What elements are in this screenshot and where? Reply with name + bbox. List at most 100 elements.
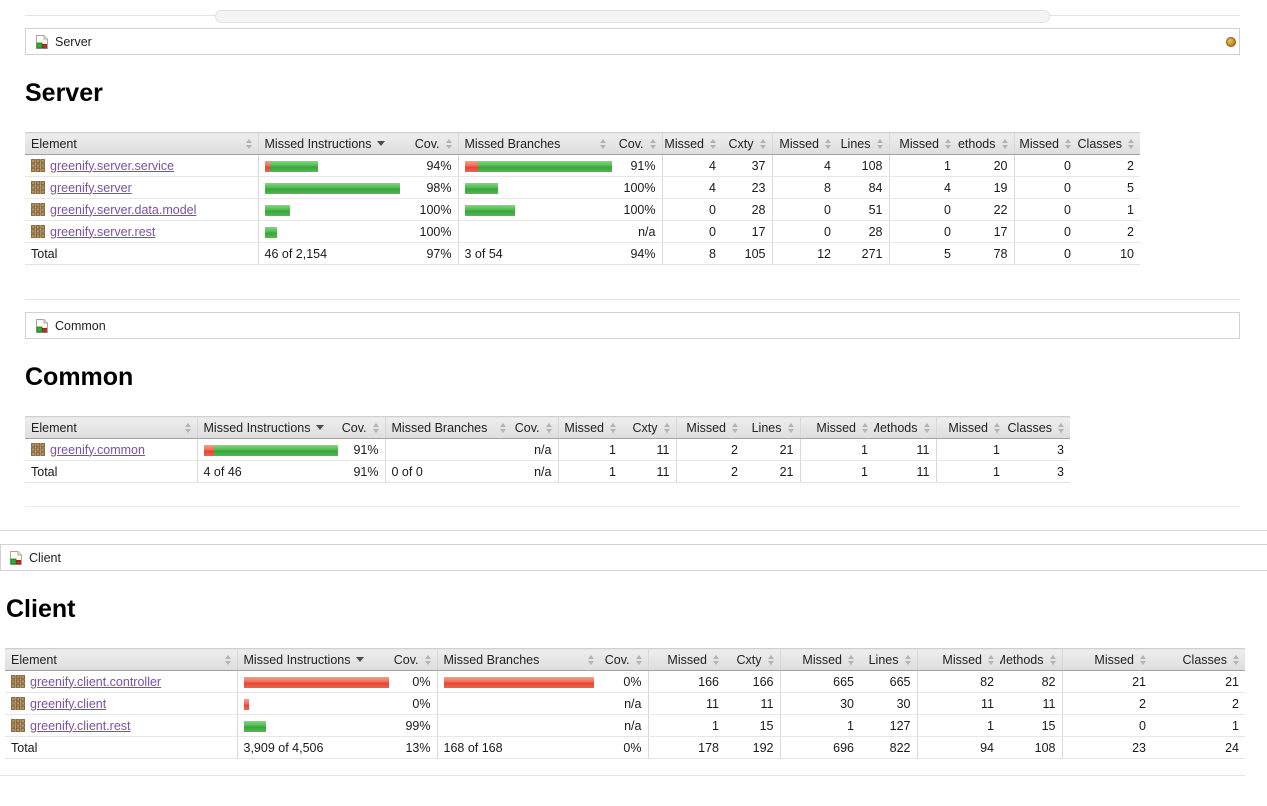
session-clock-icon[interactable]	[1226, 37, 1236, 47]
instructions-coverage-cell: 94%	[400, 154, 458, 177]
column-header-missed[interactable]: Missed	[557, 416, 622, 439]
total-instructions-cell: 4 of 46	[196, 460, 338, 483]
total-metric-cell: 192	[725, 736, 780, 759]
column-header-lines[interactable]: Lines	[744, 416, 800, 439]
column-header-cov-[interactable]: Cov.	[338, 416, 385, 439]
column-header-missed-branches[interactable]: Missed Branches	[457, 132, 612, 155]
column-header-missed-branches[interactable]: Missed Branches	[436, 648, 600, 671]
package-link[interactable]: greenify.common	[50, 442, 145, 457]
total-metric-cell: 0	[1013, 242, 1077, 265]
column-header-label: Element	[11, 652, 57, 667]
metric-cell: 11	[647, 692, 725, 715]
metric-cell: 0	[1013, 220, 1077, 243]
column-header-label: Cov.	[604, 652, 630, 667]
column-header-missed-instructions[interactable]: Missed Instructions	[257, 132, 400, 155]
column-header-missed[interactable]: Missed	[799, 416, 874, 439]
missed-bar	[243, 676, 389, 688]
package-link[interactable]: greenify.server	[50, 180, 132, 195]
column-header-methods[interactable]: Methods	[957, 132, 1014, 155]
column-header-missed[interactable]: Missed	[1013, 132, 1077, 155]
column-header-methods[interactable]: Methods	[1000, 648, 1062, 671]
package-link[interactable]: greenify.client	[30, 696, 107, 711]
column-header-element[interactable]: Element	[5, 648, 237, 671]
package-icon	[31, 442, 45, 456]
branches-bar-cell	[457, 220, 612, 243]
sort-desc-arrow-icon	[356, 657, 365, 662]
package-link[interactable]: greenify.client.controller	[30, 674, 162, 689]
column-header-missed[interactable]: Missed	[661, 132, 722, 155]
column-header-missed-branches[interactable]: Missed Branches	[384, 416, 512, 439]
table-row: greenify.client 0% n/a 11 11 30 30 11 11 2 2	[5, 692, 1245, 715]
instructions-coverage-cell: 0%	[390, 670, 437, 693]
column-header-missed[interactable]: Missed	[1061, 648, 1152, 671]
column-header-element[interactable]: Element	[25, 416, 197, 439]
page-title: Client	[6, 595, 76, 623]
branches-coverage-cell: n/a	[612, 220, 662, 243]
sort-arrows-icon	[767, 654, 774, 665]
sort-arrows-icon	[372, 422, 379, 433]
element-cell: greenify.client	[5, 692, 237, 715]
breadcrumb-label: Server	[55, 34, 92, 49]
column-header-missed-instructions[interactable]: Missed Instructions	[236, 648, 390, 671]
column-header-label: Classes	[1182, 652, 1227, 667]
column-header-missed-instructions[interactable]: Missed Instructions	[196, 416, 338, 439]
table-row: greenify.server.rest 100% n/a 0 17 0 28 0 17 0 2	[25, 220, 1140, 243]
column-header-classes[interactable]: Classes	[1006, 416, 1070, 439]
column-header-label: Classes	[1077, 136, 1122, 151]
sort-arrows-icon	[245, 138, 252, 149]
total-metric-cell: 94	[916, 736, 1000, 759]
package-icon	[31, 224, 45, 238]
metric-cell: 23	[722, 176, 772, 199]
column-header-label: Missed Branches	[464, 136, 561, 151]
metric-cell: 15	[1000, 714, 1062, 737]
column-header-element[interactable]: Element	[25, 132, 258, 155]
package-link[interactable]: greenify.server.service	[50, 158, 175, 173]
package-link[interactable]: greenify.server.rest	[50, 224, 156, 239]
missed-bar	[243, 698, 249, 710]
column-header-label: Missed	[1019, 136, 1059, 151]
column-header-cxty[interactable]: Cxty	[722, 132, 772, 155]
column-header-classes[interactable]: Classes	[1077, 132, 1140, 155]
branches-bar-cell	[436, 670, 600, 693]
column-header-cov-[interactable]: Cov.	[600, 648, 648, 671]
column-header-methods[interactable]: Methods	[874, 416, 936, 439]
total-metric-cell: 822	[860, 736, 917, 759]
column-header-cov-[interactable]: Cov.	[400, 132, 458, 155]
covered-bar	[464, 204, 515, 216]
column-header-lines[interactable]: Lines	[837, 132, 889, 155]
column-header-missed[interactable]: Missed	[935, 416, 1006, 439]
column-header-cov-[interactable]: Cov.	[612, 132, 662, 155]
column-header-label: Missed Instructions	[203, 420, 311, 435]
total-instructions-coverage-cell: 91%	[338, 460, 385, 483]
package-link[interactable]: greenify.client.rest	[30, 718, 131, 733]
column-header-classes[interactable]: Classes	[1152, 648, 1245, 671]
column-header-missed[interactable]: Missed	[888, 132, 957, 155]
sort-arrows-icon	[848, 654, 854, 665]
total-metric-cell: 271	[837, 242, 889, 265]
metric-cell: 37	[722, 154, 772, 177]
column-header-lines[interactable]: Lines	[860, 648, 917, 671]
column-header-missed[interactable]: Missed	[916, 648, 1000, 671]
column-header-cxty[interactable]: Cxty	[725, 648, 780, 671]
metric-cell: 2	[1077, 220, 1140, 243]
column-header-cxty[interactable]: Cxty	[622, 416, 676, 439]
table-row: greenify.client.rest 99% n/a 1 15 1 127 1 15 0 1	[5, 714, 1245, 737]
package-link[interactable]: greenify.server.data.model	[50, 202, 197, 217]
metric-cell: 127	[860, 714, 917, 737]
metric-cell: 0	[1013, 176, 1077, 199]
metric-cell: 0	[661, 198, 722, 221]
metric-cell: 1	[557, 438, 622, 461]
column-header-label: Cov.	[514, 420, 540, 435]
column-header-label: Cov.	[341, 420, 367, 435]
table-row: greenify.common 91% n/a 1 11 2 21 1 11 1 3	[25, 438, 1070, 461]
package-icon	[11, 696, 25, 710]
column-header-cov-[interactable]: Cov.	[512, 416, 558, 439]
column-header-missed[interactable]: Missed	[779, 648, 860, 671]
total-metric-cell: 3	[1006, 460, 1070, 483]
sort-arrows-icon	[945, 138, 951, 149]
sort-arrows-icon	[500, 422, 506, 433]
column-header-missed[interactable]: Missed	[771, 132, 837, 155]
column-header-missed[interactable]: Missed	[675, 416, 744, 439]
column-header-cov-[interactable]: Cov.	[390, 648, 437, 671]
column-header-missed[interactable]: Missed	[647, 648, 725, 671]
